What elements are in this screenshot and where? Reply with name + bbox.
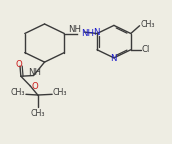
Text: NH: NH <box>68 25 81 34</box>
Text: Cl: Cl <box>141 45 149 54</box>
Text: N: N <box>93 28 99 37</box>
Text: CH₃: CH₃ <box>30 109 45 118</box>
Text: CH₃: CH₃ <box>11 88 25 97</box>
Text: NH: NH <box>81 29 94 38</box>
Text: CH₃: CH₃ <box>53 88 67 97</box>
Text: NH: NH <box>28 69 41 77</box>
Text: CH₃: CH₃ <box>140 20 155 29</box>
Text: N: N <box>110 54 116 63</box>
Text: O: O <box>15 60 22 69</box>
Text: O: O <box>31 82 38 91</box>
